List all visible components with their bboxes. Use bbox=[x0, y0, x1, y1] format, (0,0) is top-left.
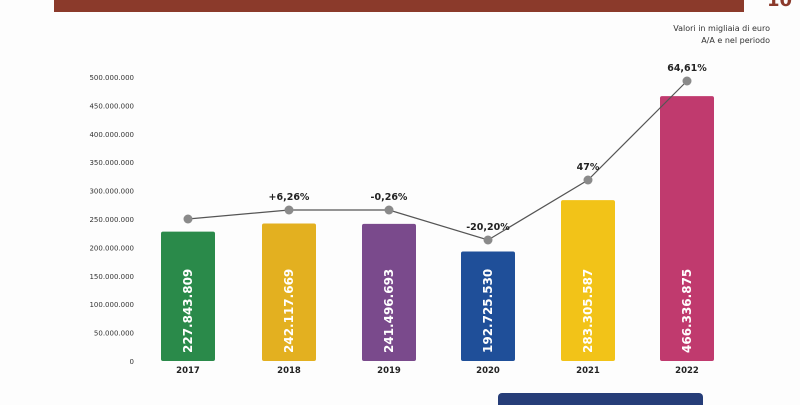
y-tick-label: 250.000.000 bbox=[89, 216, 134, 224]
growth-label: -20,20% bbox=[466, 222, 510, 233]
bar-2019 bbox=[362, 223, 416, 361]
x-tick-label: 2022 bbox=[675, 366, 699, 376]
bar-value-label: 227.843.809 bbox=[181, 269, 195, 353]
unit-note-line1: Valori in migliaia di euro bbox=[673, 24, 770, 33]
growth-label: 64,61% bbox=[667, 63, 707, 74]
bar-value-label: 242.117.669 bbox=[282, 269, 296, 353]
growth-marker bbox=[483, 235, 493, 245]
y-tick-label: 150.000.000 bbox=[89, 273, 134, 281]
y-tick-label: 300.000.000 bbox=[89, 188, 134, 196]
y-tick-label: 100.000.000 bbox=[89, 301, 134, 309]
x-tick-label: 2020 bbox=[476, 366, 500, 376]
x-tick-label: 2018 bbox=[277, 366, 301, 376]
y-tick-label: 450.000.000 bbox=[89, 102, 134, 110]
growth-marker bbox=[583, 175, 593, 185]
bottom-box bbox=[498, 393, 703, 405]
bar-2017 bbox=[161, 231, 215, 361]
page-number: 10 bbox=[766, 0, 792, 11]
y-tick-label: 400.000.000 bbox=[89, 131, 134, 139]
growth-line bbox=[187, 80, 688, 241]
bar-value-label: 283.305.587 bbox=[581, 269, 595, 353]
y-tick-label: 350.000.000 bbox=[89, 159, 134, 167]
growth-marker bbox=[284, 205, 294, 215]
bar-value-label: 192.725.530 bbox=[481, 269, 495, 353]
bar-2022 bbox=[660, 96, 714, 361]
bar-2020 bbox=[461, 251, 515, 361]
y-tick-label: 500.000.000 bbox=[89, 74, 134, 82]
bar-value-label: 241.496.693 bbox=[382, 269, 396, 353]
y-tick-label: 50.000.000 bbox=[94, 330, 134, 338]
x-tick-label: 2021 bbox=[576, 366, 600, 376]
growth-marker bbox=[384, 205, 394, 215]
unit-note: Valori in migliaia di euro A/A e nel per… bbox=[673, 23, 770, 47]
growth-label: 47% bbox=[577, 162, 600, 173]
growth-label: -0,26% bbox=[371, 192, 408, 203]
x-tick-label: 2019 bbox=[377, 366, 401, 376]
unit-note-line2: A/A e nel periodo bbox=[701, 36, 770, 45]
x-tick-label: 2017 bbox=[176, 366, 200, 376]
header-band bbox=[54, 0, 744, 12]
y-tick-label: 0 bbox=[130, 358, 134, 366]
bar-2021 bbox=[561, 200, 615, 361]
growth-marker bbox=[183, 214, 193, 224]
growth-label: +6,26% bbox=[269, 192, 310, 203]
bar-value-label: 466.336.875 bbox=[680, 269, 694, 353]
y-tick-label: 200.000.000 bbox=[89, 244, 134, 252]
growth-marker bbox=[682, 76, 692, 86]
bar-2018 bbox=[262, 223, 316, 361]
